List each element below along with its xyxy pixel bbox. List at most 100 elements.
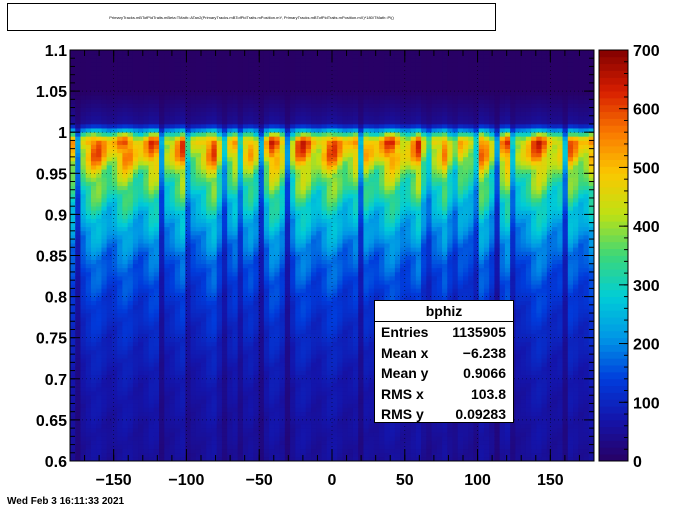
heatmap-cell	[274, 276, 280, 281]
heatmap-cell	[75, 197, 81, 203]
heatmap-cell	[75, 436, 81, 441]
heatmap-cell	[201, 345, 207, 351]
heatmap-cell	[321, 317, 328, 322]
heatmap-cell	[227, 288, 233, 293]
heatmap-cell	[201, 296, 207, 302]
heatmap-cell	[148, 91, 155, 96]
heatmap-cell	[148, 288, 155, 293]
heatmap-cell	[305, 350, 312, 355]
heatmap-cell	[132, 152, 139, 158]
heatmap-cell	[311, 82, 317, 88]
heatmap-cell	[227, 107, 233, 112]
heatmap-cell	[311, 292, 317, 297]
heatmap-cell	[132, 271, 139, 277]
heatmap-cell	[190, 136, 197, 141]
heatmap-cell	[75, 58, 81, 63]
heatmap-cell	[106, 300, 113, 306]
heatmap-cell	[321, 86, 328, 92]
heatmap-cell	[117, 271, 123, 277]
heatmap-cell	[216, 123, 223, 129]
heatmap-cell	[143, 255, 149, 260]
heatmap-cell	[284, 415, 291, 421]
heatmap-cell	[148, 218, 155, 223]
heatmap-cell	[138, 115, 144, 121]
heatmap-cell	[326, 362, 333, 367]
heatmap-cell	[295, 403, 301, 408]
heatmap-cell	[321, 362, 328, 367]
heatmap-cell	[269, 202, 275, 207]
heatmap-cell	[159, 247, 165, 252]
heatmap-cell	[90, 308, 97, 314]
heatmap-cell	[195, 54, 202, 59]
heatmap-cell	[269, 366, 275, 371]
heatmap-cell	[290, 271, 296, 277]
heatmap-cell	[195, 292, 202, 297]
heatmap-cell	[190, 387, 197, 392]
heatmap-cell	[227, 440, 233, 445]
heatmap-cell	[227, 321, 233, 326]
heatmap-cell	[117, 333, 123, 339]
heatmap-cell	[111, 173, 118, 178]
heatmap-cell	[227, 54, 233, 59]
heatmap-cell	[90, 456, 97, 462]
heatmap-cell	[253, 387, 259, 392]
heatmap-cell	[153, 288, 160, 293]
heatmap-cell	[143, 54, 149, 59]
heatmap-cell	[138, 123, 144, 129]
heatmap-cell	[180, 247, 186, 252]
heatmap-cell	[232, 189, 239, 195]
heatmap-cell	[153, 370, 160, 376]
heatmap-cell	[85, 210, 92, 215]
heatmap-cell	[316, 156, 322, 162]
heatmap-cell	[300, 165, 307, 170]
heatmap-cell	[96, 86, 102, 92]
heatmap-cell	[111, 230, 118, 236]
heatmap-cell	[321, 391, 328, 396]
heatmap-cell	[242, 313, 249, 318]
heatmap-cell	[295, 50, 301, 55]
heatmap-cell	[85, 132, 92, 137]
heatmap-cell	[180, 152, 186, 158]
heatmap-cell	[164, 337, 170, 343]
heatmap-cell	[321, 243, 328, 248]
heatmap-cell	[284, 230, 291, 236]
heatmap-cell	[159, 292, 165, 297]
heatmap-cell	[237, 111, 244, 117]
heatmap-cell	[111, 391, 118, 396]
heatmap-cell	[211, 218, 218, 223]
heatmap-cell	[185, 132, 191, 137]
heatmap-cell	[284, 354, 291, 359]
heatmap-cell	[132, 156, 139, 162]
heatmap-cell	[221, 267, 228, 273]
heatmap-cell	[295, 74, 301, 80]
heatmap-cell	[159, 82, 165, 88]
heatmap-cell	[242, 222, 249, 228]
heatmap-cell	[117, 424, 123, 429]
heatmap-cell	[279, 329, 286, 334]
heatmap-cell	[153, 58, 160, 63]
heatmap-cell	[96, 99, 102, 104]
heatmap-cell	[263, 267, 270, 273]
heatmap-cell	[148, 333, 155, 339]
heatmap-cell	[253, 181, 259, 186]
heatmap-cell	[295, 415, 301, 421]
heatmap-cell	[106, 456, 113, 462]
heatmap-cell	[174, 374, 181, 380]
heatmap-cell	[295, 66, 301, 71]
heatmap-cell	[216, 317, 223, 322]
heatmap-cell	[232, 50, 239, 55]
heatmap-cell	[279, 177, 286, 182]
heatmap-cell	[111, 210, 118, 215]
heatmap-cell	[70, 66, 76, 71]
heatmap-cell	[127, 152, 134, 158]
heatmap-cell	[132, 444, 139, 450]
heatmap-cell	[185, 91, 191, 96]
heatmap-cell	[326, 91, 333, 96]
heatmap-cell	[321, 230, 328, 236]
heatmap-cell	[295, 382, 301, 388]
heatmap-cell	[258, 317, 265, 322]
heatmap-cell	[180, 345, 186, 351]
heatmap-cell	[185, 436, 191, 441]
heatmap-cell	[195, 123, 202, 129]
heatmap-cell	[70, 370, 76, 376]
